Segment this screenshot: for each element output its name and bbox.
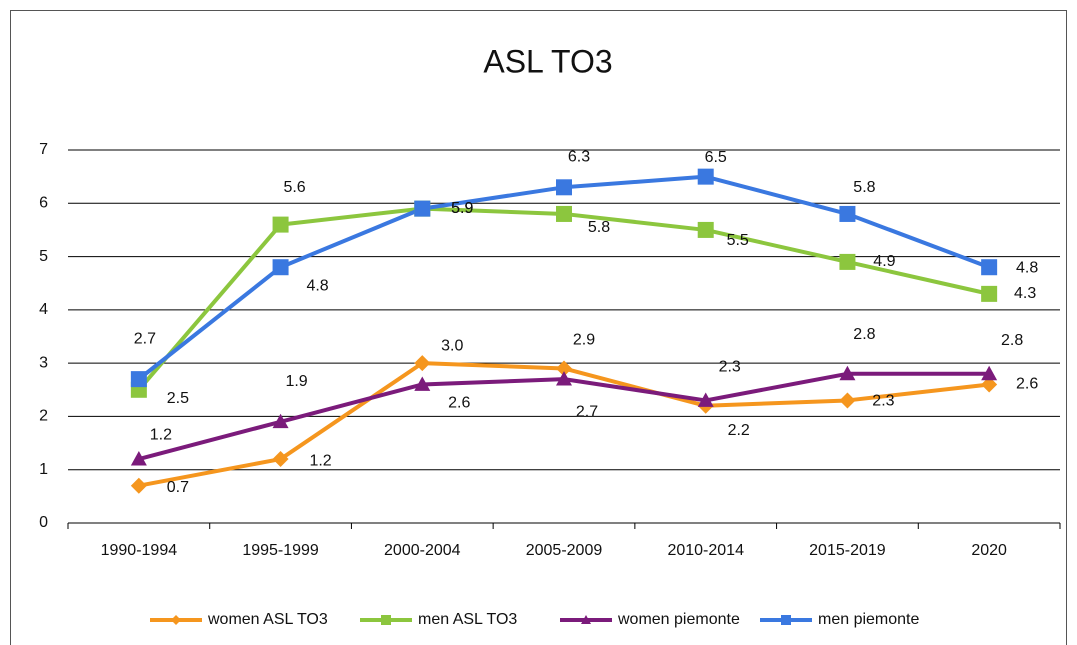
data-label: 5.6	[283, 179, 305, 196]
data-label: 5.5	[727, 232, 749, 249]
data-label: 6.3	[568, 149, 590, 166]
legend-marker	[381, 615, 391, 625]
data-label: 6.5	[705, 149, 727, 166]
marker	[697, 221, 714, 238]
marker	[839, 365, 856, 381]
data-label: 2.6	[1016, 376, 1038, 393]
data-label: 3.0	[441, 337, 463, 354]
marker	[981, 259, 998, 276]
data-label: 4.8	[1016, 259, 1038, 276]
marker	[839, 253, 856, 270]
data-label: 5.8	[853, 179, 875, 196]
marker	[414, 200, 431, 217]
marker	[130, 451, 147, 466]
chart-border	[10, 10, 1067, 645]
data-label: 2.7	[134, 330, 156, 347]
marker	[556, 179, 572, 196]
y-tick-label: 4	[39, 301, 48, 318]
data-label: 2.8	[1001, 332, 1023, 349]
data-label: 2.3	[872, 393, 894, 410]
data-label: 1.2	[150, 426, 172, 443]
legend-marker	[781, 615, 791, 625]
data-label: 0.7	[167, 479, 189, 496]
marker	[981, 376, 998, 393]
y-tick-label: 2	[39, 408, 48, 425]
x-tick-label: 2010-2014	[667, 542, 744, 559]
marker	[556, 205, 572, 222]
marker	[272, 451, 289, 468]
marker	[839, 392, 856, 409]
legend-marker	[581, 615, 591, 624]
legend-label: women ASL TO3	[207, 611, 328, 628]
marker	[981, 285, 998, 302]
marker	[697, 168, 714, 185]
marker	[272, 216, 289, 233]
x-tick-label: 1995-1999	[242, 542, 319, 559]
marker	[981, 365, 998, 381]
marker	[414, 376, 431, 391]
legend-label: women piemonte	[617, 611, 740, 628]
data-label: 5.9	[451, 200, 473, 217]
marker	[272, 259, 289, 276]
data-label: 4.8	[306, 277, 328, 294]
data-label: 1.9	[285, 373, 307, 390]
y-tick-label: 6	[39, 195, 48, 212]
chart-title: ASL TO3	[483, 43, 612, 79]
data-label: 4.3	[1014, 285, 1036, 302]
marker	[130, 371, 147, 388]
data-label: 2.3	[719, 359, 741, 376]
legend-label: men ASL TO3	[418, 611, 517, 628]
x-tick-label: 2005-2009	[526, 542, 603, 559]
marker	[697, 392, 714, 407]
y-tick-label: 0	[39, 514, 48, 531]
legend-marker	[171, 615, 181, 625]
y-tick-label: 5	[39, 248, 48, 265]
marker	[556, 371, 572, 386]
y-tick-label: 7	[39, 141, 48, 158]
marker	[839, 205, 856, 222]
y-tick-label: 3	[39, 354, 48, 371]
data-label: 2.2	[728, 422, 750, 439]
data-label: 2.7	[576, 403, 598, 420]
data-label: 2.8	[853, 326, 875, 343]
data-label: 5.8	[588, 219, 610, 236]
data-label: 2.9	[573, 332, 595, 349]
data-label: 5.9	[451, 200, 473, 217]
data-label: 1.2	[309, 452, 331, 469]
y-tick-label: 1	[39, 461, 48, 478]
legend-label: men piemonte	[818, 611, 919, 628]
x-tick-label: 1990-1994	[101, 542, 178, 559]
x-tick-label: 2020	[971, 542, 1007, 559]
x-tick-label: 2015-2019	[809, 542, 886, 559]
marker	[414, 355, 431, 372]
marker	[556, 360, 572, 377]
data-label: 2.6	[448, 395, 470, 412]
marker	[130, 477, 147, 494]
data-label: 2.5	[167, 390, 189, 407]
marker	[272, 413, 289, 429]
data-label: 4.9	[873, 253, 895, 270]
x-tick-label: 2000-2004	[384, 542, 461, 559]
